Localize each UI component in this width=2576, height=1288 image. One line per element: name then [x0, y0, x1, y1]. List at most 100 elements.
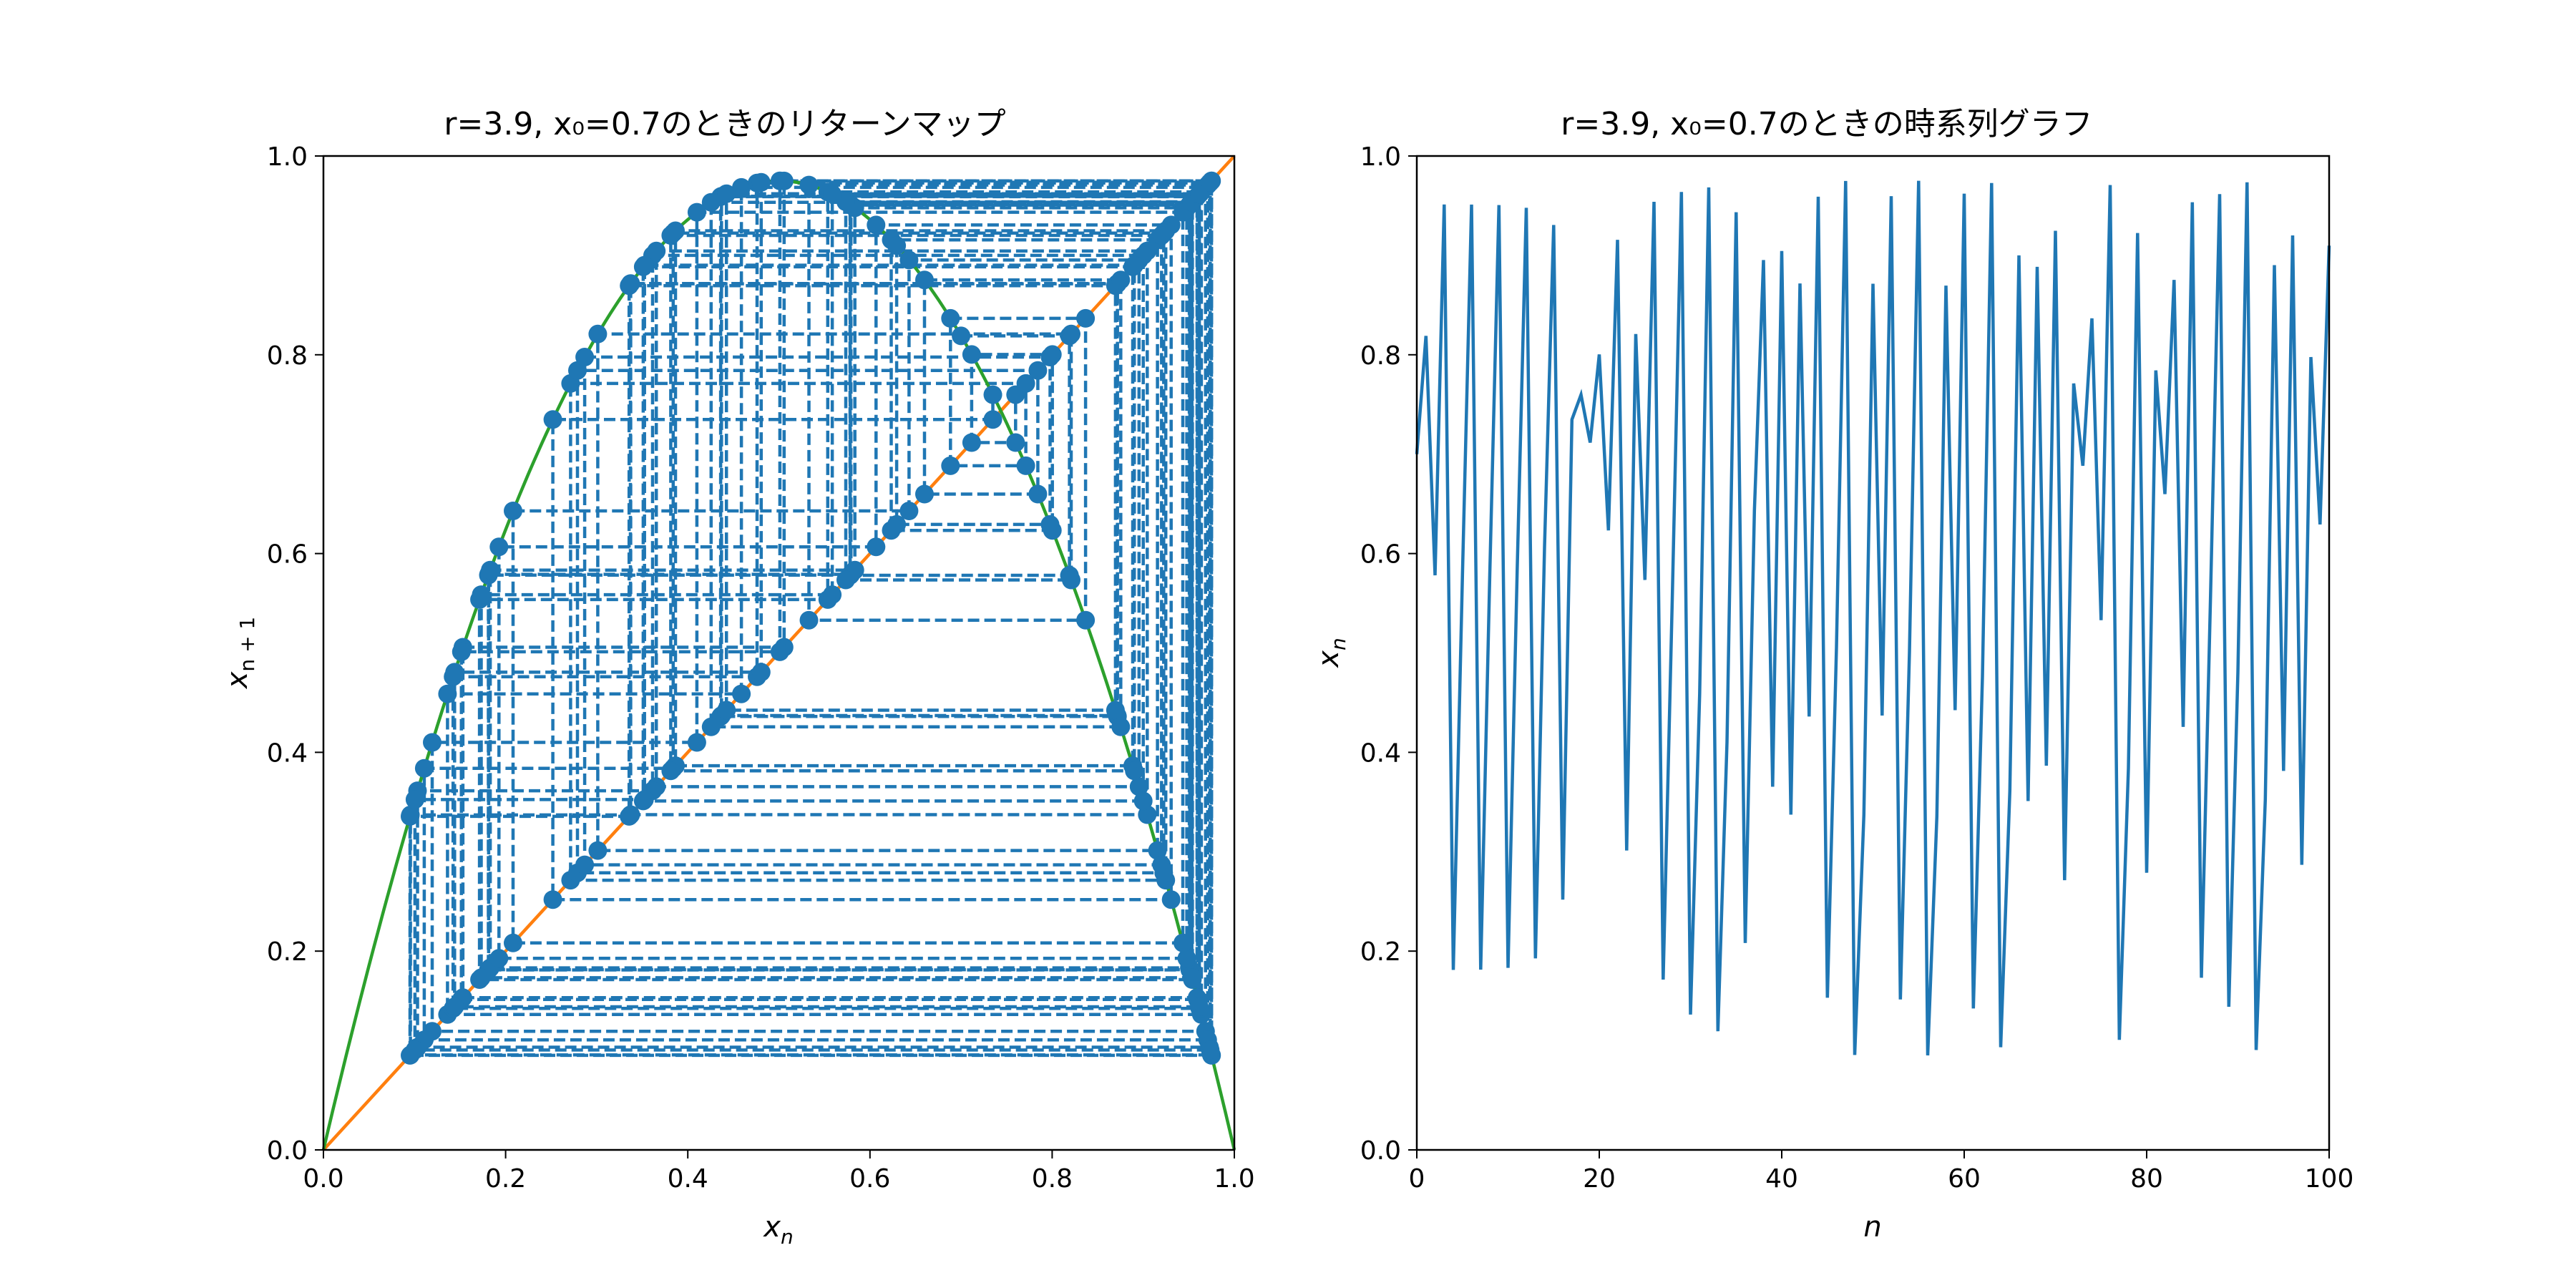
- y-tick-label: 0.4: [1360, 738, 1401, 768]
- time-series-frame: [1415, 155, 2331, 1151]
- cobweb-point: [701, 717, 721, 736]
- cobweb-point: [770, 171, 789, 190]
- x-tick-label: 1.0: [1214, 1164, 1254, 1194]
- cobweb-point: [1028, 361, 1048, 380]
- cobweb-point: [751, 172, 771, 192]
- cobweb-point: [941, 456, 960, 475]
- cobweb-point: [1062, 324, 1080, 343]
- cobweb-point: [751, 663, 771, 682]
- cobweb-point: [445, 663, 464, 682]
- cobweb-point: [620, 276, 639, 296]
- cobweb-point: [635, 790, 654, 809]
- cobweb-point: [887, 514, 907, 534]
- cobweb-point: [799, 175, 819, 195]
- y-tick-label: 0.6: [1360, 540, 1401, 570]
- cobweb-point: [489, 537, 509, 557]
- x-tick-label: 0.4: [668, 1164, 708, 1194]
- cobweb-point: [983, 410, 1002, 429]
- cobweb-point: [915, 270, 934, 290]
- y-tick-label: 1.0: [267, 142, 308, 172]
- x-tick-label: 60: [1948, 1164, 1981, 1194]
- cobweb-point: [438, 684, 457, 703]
- time-series-xlabel: n: [1863, 1211, 1881, 1244]
- cobweb-point: [635, 255, 654, 275]
- time-series-title: r=3.9, x₀=0.7のときの時系列グラフ: [1561, 106, 2092, 142]
- time-series-panel: r=3.9, x₀=0.7のときの時系列グラフ 0 20 40 60 80 100 0.0 0…: [1312, 106, 2353, 1244]
- cobweb-point: [1028, 484, 1048, 504]
- cobweb-point: [620, 806, 639, 826]
- cobweb-point: [915, 484, 934, 504]
- cobweb-point: [1111, 270, 1131, 290]
- cobweb-point: [504, 502, 522, 520]
- cobweb-point: [717, 184, 736, 203]
- cobweb-point: [575, 348, 595, 366]
- cobweb-point: [1076, 610, 1096, 630]
- cobweb-point: [836, 192, 855, 211]
- cobweb-point: [1040, 348, 1060, 366]
- cobweb-point: [1006, 433, 1025, 452]
- cobweb-point: [661, 761, 680, 781]
- cobweb-point: [1148, 841, 1167, 860]
- time-series-ticks: 0 20 40 60 80 100 0.0 0.2 0.4 0.6 0.8 1.0: [1360, 142, 2354, 1194]
- x-tick-label: 80: [2130, 1164, 2163, 1194]
- y-tick-label: 0.2: [267, 937, 308, 967]
- cobweb-point: [1161, 890, 1181, 909]
- y-tick-label: 0.0: [1360, 1136, 1401, 1166]
- return-map-ylabel-base: x: [221, 671, 254, 690]
- x-tick-label: 0.6: [849, 1164, 890, 1194]
- y-tick-label: 0.0: [267, 1136, 308, 1166]
- x-tick-label: 0.2: [485, 1164, 526, 1194]
- cobweb-point: [472, 968, 491, 987]
- cobweb-point: [899, 502, 919, 520]
- cobweb-point: [1201, 172, 1220, 192]
- y-tick-label: 0.8: [267, 341, 308, 371]
- x-tick-label: 20: [1583, 1164, 1616, 1194]
- cobweb-point: [1152, 226, 1171, 245]
- return-map-panel: r=3.9, x₀=0.7のときのリターンマップ 0.0 0.2 0.4 0.6 0.8…: [221, 106, 1255, 1249]
- cobweb-point: [1016, 374, 1035, 393]
- cobweb-point: [1182, 968, 1201, 987]
- cobweb-point: [1111, 717, 1131, 736]
- cobweb-point: [1062, 570, 1080, 590]
- return-map-ticks: 0.0 0.2 0.4 0.6 0.8 1.0 0.0 0.2 0.4 0.6 0.8 1.0: [267, 142, 1255, 1194]
- cobweb-point: [504, 933, 522, 952]
- cobweb-point: [1129, 777, 1148, 796]
- cobweb-point: [661, 226, 680, 245]
- cobweb-point: [1016, 456, 1035, 475]
- cobweb-point: [701, 192, 721, 212]
- cobweb-point: [887, 236, 907, 255]
- x-tick-label: 0.8: [1032, 1164, 1073, 1194]
- cobweb-point: [405, 1040, 424, 1060]
- x-tick-label: 40: [1765, 1164, 1798, 1194]
- cobweb-point: [401, 806, 419, 826]
- cobweb-point: [962, 433, 981, 452]
- cobweb-point: [588, 324, 608, 343]
- time-series-ylabel: xn: [1312, 638, 1350, 668]
- cobweb-point: [452, 642, 471, 661]
- y-tick-label: 0.6: [267, 540, 308, 570]
- cobweb-point: [1125, 255, 1144, 275]
- return-map-title: r=3.9, x₀=0.7のときのリターンマップ: [444, 106, 1005, 142]
- cobweb-point: [405, 790, 424, 809]
- cobweb-point: [1106, 701, 1125, 720]
- cobweb-point: [823, 185, 842, 204]
- return-map-marks: [321, 155, 1236, 1151]
- cobweb-point: [1190, 185, 1209, 204]
- cobweb-point: [952, 326, 971, 346]
- cobweb-point: [481, 560, 500, 580]
- cobweb-point: [445, 997, 464, 1016]
- return-map-xlabel-sub: n: [781, 1225, 794, 1249]
- cobweb-point: [770, 642, 789, 661]
- y-tick-label: 0.2: [1360, 937, 1401, 967]
- time-series-ylabel-sub: n: [1327, 638, 1350, 650]
- x-tick-label: 100: [2305, 1164, 2354, 1194]
- y-tick-label: 1.0: [1360, 142, 1401, 172]
- cobweb-point: [732, 177, 751, 197]
- time-series-line: [1415, 180, 2331, 1055]
- cobweb-point: [732, 684, 751, 703]
- cobweb-point: [799, 610, 819, 630]
- cobweb-point: [575, 855, 595, 874]
- x-tick-label: 0: [1409, 1164, 1425, 1194]
- cobweb-point: [588, 841, 608, 860]
